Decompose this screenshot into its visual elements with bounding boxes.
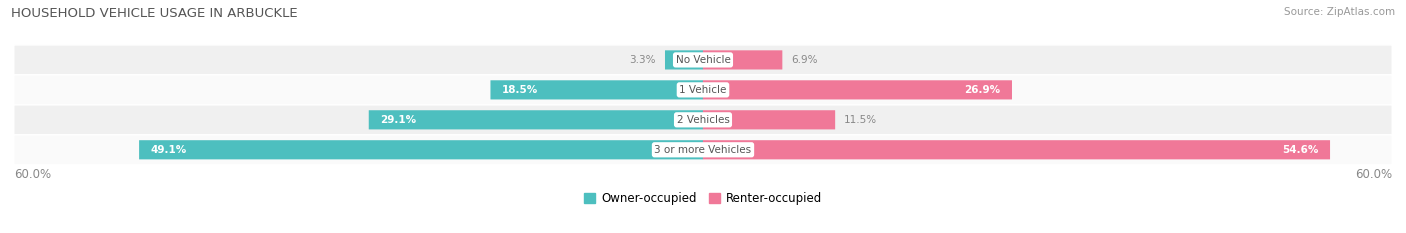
Text: No Vehicle: No Vehicle xyxy=(675,55,731,65)
Text: Source: ZipAtlas.com: Source: ZipAtlas.com xyxy=(1284,7,1395,17)
FancyBboxPatch shape xyxy=(665,50,703,69)
FancyBboxPatch shape xyxy=(14,45,1392,75)
Text: 29.1%: 29.1% xyxy=(381,115,416,125)
Text: 3 or more Vehicles: 3 or more Vehicles xyxy=(654,145,752,155)
FancyBboxPatch shape xyxy=(14,135,1392,165)
FancyBboxPatch shape xyxy=(703,80,1012,99)
Text: 60.0%: 60.0% xyxy=(14,168,51,181)
Text: 49.1%: 49.1% xyxy=(150,145,187,155)
FancyBboxPatch shape xyxy=(368,110,703,129)
FancyBboxPatch shape xyxy=(703,50,782,69)
Legend: Owner-occupied, Renter-occupied: Owner-occupied, Renter-occupied xyxy=(579,187,827,210)
FancyBboxPatch shape xyxy=(491,80,703,99)
Text: 11.5%: 11.5% xyxy=(844,115,877,125)
Text: 2 Vehicles: 2 Vehicles xyxy=(676,115,730,125)
Text: HOUSEHOLD VEHICLE USAGE IN ARBUCKLE: HOUSEHOLD VEHICLE USAGE IN ARBUCKLE xyxy=(11,7,298,20)
Text: 60.0%: 60.0% xyxy=(1355,168,1392,181)
FancyBboxPatch shape xyxy=(14,75,1392,105)
Text: 1 Vehicle: 1 Vehicle xyxy=(679,85,727,95)
Text: 26.9%: 26.9% xyxy=(965,85,1001,95)
FancyBboxPatch shape xyxy=(703,110,835,129)
Text: 3.3%: 3.3% xyxy=(630,55,657,65)
Text: 18.5%: 18.5% xyxy=(502,85,538,95)
FancyBboxPatch shape xyxy=(14,105,1392,135)
FancyBboxPatch shape xyxy=(139,140,703,159)
Text: 54.6%: 54.6% xyxy=(1282,145,1319,155)
Text: 6.9%: 6.9% xyxy=(792,55,818,65)
FancyBboxPatch shape xyxy=(703,140,1330,159)
